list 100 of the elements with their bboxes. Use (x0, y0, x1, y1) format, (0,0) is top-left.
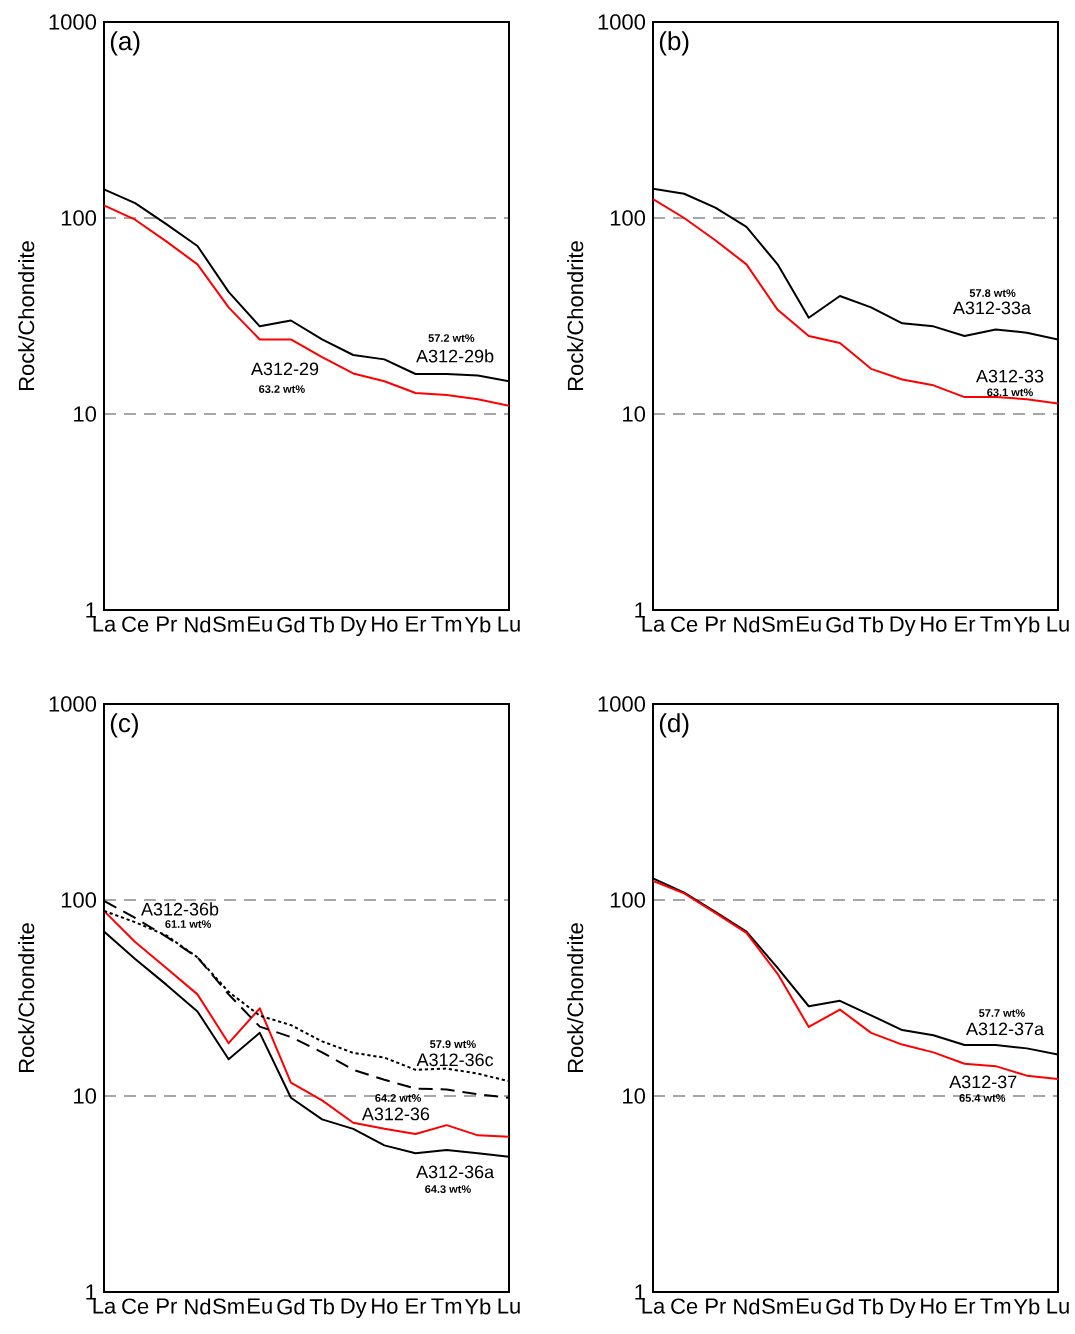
y-tick-label: 1000 (598, 14, 646, 30)
annotation: 65.4 wt% (959, 1094, 1006, 1102)
x-tick-label: Lu (1047, 616, 1069, 632)
y-tick-label: 10 (623, 406, 646, 422)
x-tick-label: Ho (921, 1298, 947, 1314)
x-tick-label: Tb (858, 616, 883, 633)
y-axis-title: Rock/Chondrite (18, 241, 35, 390)
annotation: 61.1 wt% (165, 920, 212, 928)
x-tick-label: Tm (431, 1298, 462, 1314)
annotation: 64.2 wt% (375, 1094, 422, 1102)
x-tick-label: Tb (309, 1298, 334, 1315)
x-tick-label: Eu (797, 1298, 821, 1314)
x-tick-label: Pr (157, 1298, 177, 1314)
x-tick-label: La (93, 1298, 117, 1314)
y-tick-label: 1 (635, 602, 645, 618)
x-tick-label: Sm (762, 1298, 793, 1314)
x-tick-label: Ce (122, 616, 149, 632)
y-tick-label: 1000 (49, 14, 97, 30)
y-axis-title: Rock/Chondrite (567, 241, 584, 390)
x-tick-label: Er (406, 616, 427, 632)
series-label: A312-29b (416, 349, 494, 363)
annotation: 63.1 wt% (987, 388, 1033, 397)
x-tick-label: Er (406, 1298, 427, 1314)
x-tick-label: Tb (858, 1298, 883, 1315)
series-label: A312-36a (416, 1165, 495, 1179)
x-tick-label: Eu (248, 1298, 272, 1314)
x-tick-label: Tm (431, 616, 462, 632)
y-tick-label: 10 (623, 1088, 646, 1104)
y-tick-label: 1 (86, 1284, 96, 1300)
y-axis-title: Rock/Chondrite (567, 923, 584, 1072)
line-series (104, 204, 509, 407)
x-tick-label: Yb (464, 1298, 491, 1315)
line-series (653, 198, 1058, 405)
y-tick-label: 100 (610, 892, 646, 908)
x-tick-label: Gd (826, 616, 854, 633)
x-tick-label: Tm (980, 1298, 1011, 1314)
annotation: 64.3 wt% (425, 1185, 471, 1193)
x-tick-label: Yb (1013, 616, 1040, 633)
x-tick-label: Yb (1013, 1298, 1040, 1315)
x-tick-label: Pr (706, 616, 726, 632)
y-tick-label: 1000 (598, 696, 646, 712)
annotation: 57.2 wt% (428, 334, 475, 342)
x-tick-label: Dy (341, 616, 367, 637)
y-tick-label: 100 (61, 210, 97, 226)
x-tick-label: Ce (122, 1298, 149, 1314)
annotation: 57.8 wt% (969, 289, 1016, 297)
chart-title: (c) (110, 713, 138, 738)
x-tick-label: Pr (706, 1298, 726, 1314)
x-tick-label: Dy (890, 616, 916, 637)
x-tick-label: Sm (213, 1298, 244, 1314)
y-tick-label: 1 (86, 602, 96, 618)
x-tick-label: Gd (277, 616, 305, 633)
y-tick-label: 1000 (49, 696, 97, 712)
x-tick-label: Gd (277, 1298, 305, 1315)
series-label: A312-33 (976, 369, 1044, 383)
x-tick-label: Pr (157, 616, 177, 632)
annotation: 57.9 wt% (430, 1040, 476, 1048)
x-tick-label: Ce (671, 616, 698, 632)
x-tick-label: Ho (372, 1298, 398, 1314)
x-tick-label: Lu (498, 1298, 520, 1314)
x-tick-label: Sm (213, 616, 244, 632)
chart-title: (a) (110, 31, 140, 56)
y-tick-label: 100 (61, 892, 97, 908)
x-tick-label: Tb (309, 616, 334, 633)
x-tick-label: Nd (734, 616, 760, 633)
x-tick-label: Nd (185, 616, 211, 633)
chart-title: (d) (659, 713, 689, 738)
x-tick-label: Tm (980, 616, 1011, 632)
x-tick-label: Ho (372, 616, 398, 632)
series-label: A312-37 (949, 1075, 1017, 1089)
series-label: A312-29 (251, 362, 319, 376)
x-tick-label: Er (955, 1298, 976, 1314)
annotation: 57.7 wt% (979, 1009, 1025, 1017)
annotation: 63.2 wt% (259, 385, 305, 393)
x-tick-label: Ce (671, 1298, 698, 1314)
y-tick-label: 10 (74, 406, 97, 422)
series-label: A312-36c (416, 1053, 494, 1067)
series-label: A312-37a (966, 1022, 1045, 1036)
x-tick-label: Eu (248, 616, 272, 632)
x-tick-label: Er (955, 616, 976, 632)
series-label: A312-36b (141, 902, 219, 916)
x-tick-label: La (642, 1298, 666, 1314)
x-tick-label: Lu (498, 616, 520, 632)
x-tick-label: La (642, 616, 666, 632)
series-label: A312-36 (361, 1107, 430, 1121)
x-tick-label: Eu (797, 616, 821, 632)
x-tick-label: Sm (762, 616, 793, 632)
x-tick-label: Lu (1047, 1298, 1069, 1314)
x-tick-label: La (93, 616, 117, 632)
x-tick-label: Gd (826, 1298, 854, 1315)
x-tick-label: Dy (890, 1298, 916, 1319)
y-tick-label: 100 (610, 210, 646, 226)
y-axis-title: Rock/Chondrite (18, 923, 35, 1072)
series-label: A312-33a (952, 301, 1031, 315)
y-tick-label: 1 (635, 1284, 645, 1300)
x-tick-label: Nd (185, 1298, 211, 1315)
chart-title: (b) (659, 31, 689, 56)
x-tick-label: Yb (464, 616, 491, 633)
x-tick-label: Nd (734, 1298, 760, 1315)
y-tick-label: 10 (74, 1088, 97, 1104)
